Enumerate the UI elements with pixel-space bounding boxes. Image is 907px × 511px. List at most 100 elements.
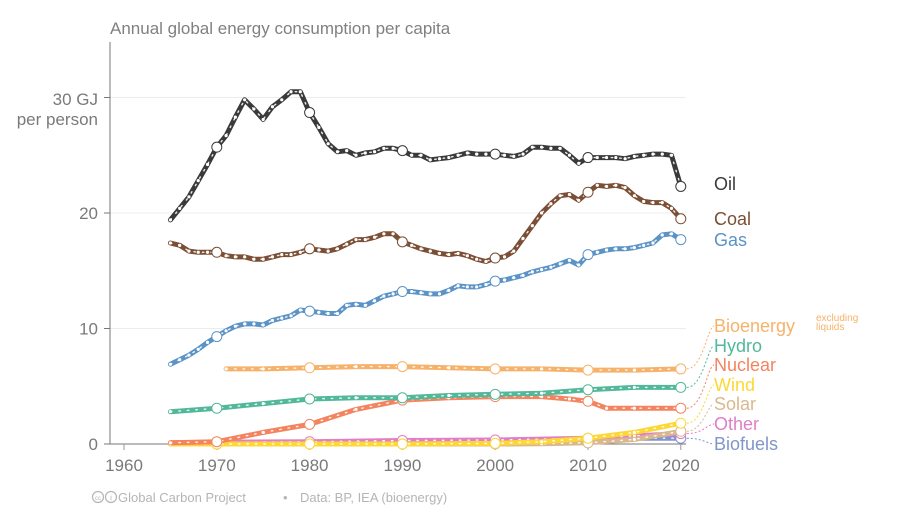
data-point bbox=[326, 249, 330, 253]
data-point bbox=[465, 254, 469, 258]
data-point bbox=[567, 153, 572, 157]
data-point bbox=[289, 314, 293, 318]
data-point bbox=[270, 318, 275, 323]
legend-label-hydro: Hydro bbox=[714, 336, 762, 356]
data-point bbox=[410, 243, 414, 247]
data-point-marker bbox=[675, 417, 687, 429]
data-point-marker bbox=[304, 305, 316, 317]
data-point-marker bbox=[582, 364, 594, 376]
data-point bbox=[549, 202, 553, 206]
data-point bbox=[354, 302, 358, 306]
data-point bbox=[614, 183, 618, 187]
data-point bbox=[651, 241, 655, 245]
data-point bbox=[512, 276, 516, 280]
data-point bbox=[484, 259, 488, 264]
data-point bbox=[540, 145, 544, 149]
data-point bbox=[447, 288, 451, 292]
data-point bbox=[614, 155, 618, 160]
data-point bbox=[604, 155, 609, 160]
data-point bbox=[456, 251, 460, 256]
data-point bbox=[419, 247, 423, 251]
cc-by-icons: cc i bbox=[91, 490, 118, 504]
legend-connector-bioenergy bbox=[686, 325, 715, 370]
y-axis-ticks: 0 10 20 bbox=[79, 97, 110, 454]
data-point bbox=[224, 329, 228, 333]
data-point bbox=[632, 430, 637, 435]
data-point bbox=[669, 153, 674, 157]
data-point-marker bbox=[489, 437, 501, 449]
data-point bbox=[502, 278, 507, 282]
legend-label-gas: Gas bbox=[714, 230, 747, 250]
data-point bbox=[660, 233, 664, 237]
data-point-marker bbox=[675, 234, 687, 246]
data-point bbox=[261, 430, 265, 435]
data-point bbox=[168, 241, 172, 245]
data-point bbox=[669, 206, 674, 210]
data-point-marker bbox=[675, 363, 687, 375]
data-point bbox=[168, 362, 172, 366]
data-point bbox=[465, 285, 469, 289]
data-point bbox=[410, 289, 414, 294]
data-point-marker bbox=[582, 384, 594, 396]
data-point bbox=[642, 153, 646, 157]
data-point bbox=[391, 232, 395, 236]
data-point-marker bbox=[489, 252, 501, 264]
data-point bbox=[178, 358, 182, 362]
series-line-oil bbox=[167, 89, 684, 223]
data-point bbox=[354, 396, 358, 400]
data-point bbox=[298, 90, 302, 94]
data-point bbox=[447, 366, 451, 370]
data-point bbox=[623, 247, 627, 251]
data-point bbox=[456, 153, 460, 157]
x-tick-label: 1980 bbox=[291, 456, 329, 475]
data-point bbox=[233, 255, 237, 259]
legend-label-wind: Wind bbox=[714, 375, 755, 395]
data-point bbox=[642, 199, 646, 204]
series-dots-gas bbox=[169, 233, 682, 365]
data-point bbox=[317, 248, 321, 252]
x-tick-label: 2000 bbox=[476, 456, 514, 475]
data-point bbox=[419, 153, 423, 157]
series-oil bbox=[167, 89, 687, 223]
data-point bbox=[447, 252, 451, 257]
legend-note-bioenergy: liquids bbox=[816, 322, 844, 333]
x-tick-label: 1990 bbox=[383, 456, 421, 475]
data-point bbox=[168, 218, 172, 222]
legend-label-nuclear: Nuclear bbox=[714, 355, 776, 375]
y-tick-label: 20 bbox=[79, 204, 98, 223]
data-point bbox=[261, 257, 265, 261]
data-point bbox=[669, 232, 674, 236]
data-point bbox=[326, 311, 330, 316]
data-point bbox=[363, 303, 367, 307]
data-point-marker bbox=[396, 145, 408, 157]
data-point bbox=[335, 311, 340, 316]
data-point bbox=[549, 265, 553, 269]
data-point bbox=[428, 158, 432, 162]
data-point bbox=[317, 125, 321, 130]
data-point bbox=[437, 292, 442, 296]
data-point-marker bbox=[582, 395, 594, 407]
footer-data-credit: Data: BP, IEA (bioenergy) bbox=[300, 490, 447, 505]
data-point bbox=[243, 98, 247, 102]
data-point bbox=[428, 249, 432, 253]
data-point bbox=[512, 249, 516, 253]
legend-label-oil: Oil bbox=[714, 174, 736, 194]
data-point bbox=[604, 184, 609, 189]
data-point bbox=[178, 206, 182, 210]
data-point bbox=[651, 201, 655, 205]
data-point bbox=[168, 410, 172, 414]
legend-connector-biofuels bbox=[686, 437, 715, 445]
data-point bbox=[196, 179, 200, 183]
data-point bbox=[437, 251, 442, 256]
data-point bbox=[205, 250, 210, 254]
data-point bbox=[428, 292, 432, 296]
y-axis-unit-line2: per person bbox=[17, 110, 98, 129]
series-coal bbox=[167, 182, 687, 264]
data-point bbox=[475, 285, 479, 289]
data-point bbox=[252, 107, 256, 111]
data-point bbox=[345, 303, 349, 307]
data-point bbox=[632, 434, 637, 438]
data-point-marker bbox=[304, 418, 316, 430]
data-point bbox=[261, 401, 265, 406]
data-point bbox=[465, 151, 469, 155]
